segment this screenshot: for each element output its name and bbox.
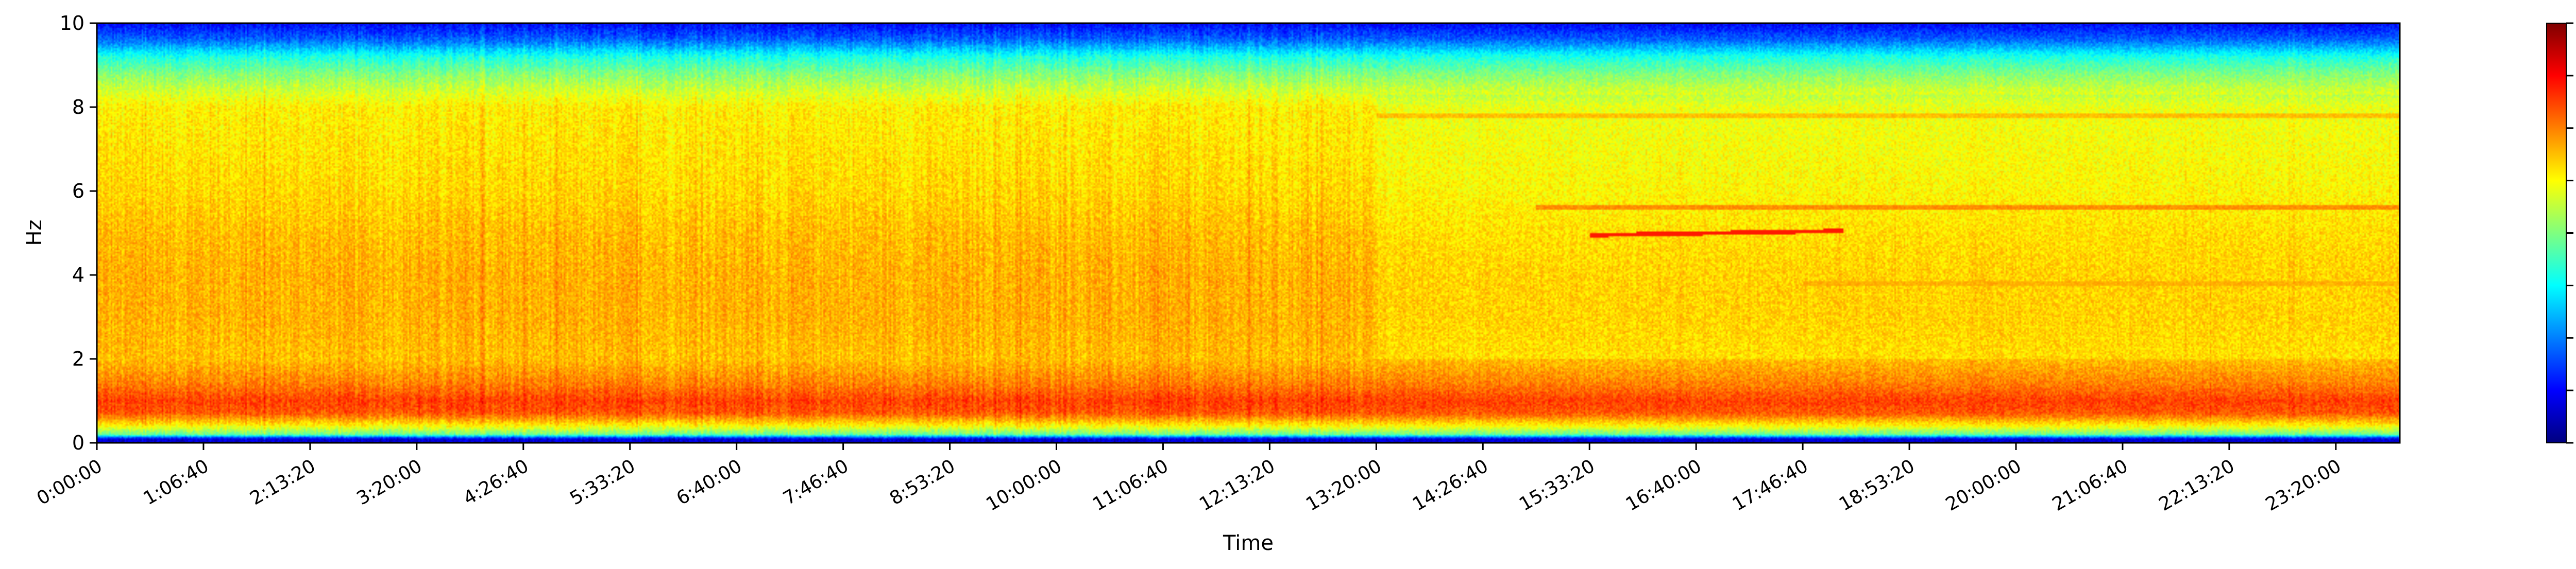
y-tick-label: 4 [72, 264, 84, 286]
x-axis-ticks: 0:00:00 1:06:40 2:13:20 3:20:00 4:26:40 5:33:… [33, 443, 2345, 515]
x-tick-label: 23:20:00 [2262, 455, 2345, 515]
x-tick-label: 5:33:20 [566, 455, 639, 509]
spectrogram-heatmap [97, 23, 2400, 443]
x-tick-label: 7:46:40 [779, 455, 852, 509]
x-tick-label: 8:53:20 [886, 455, 959, 509]
colorbar [2546, 23, 2567, 443]
y-axis-label: Hz [23, 219, 46, 246]
y-tick-label: 8 [72, 96, 84, 118]
x-tick-label: 14:26:40 [1409, 455, 1492, 515]
x-tick-label: 2:13:20 [246, 455, 319, 509]
y-tick-label: 0 [72, 432, 84, 454]
x-tick-label: 18:53:20 [1836, 455, 1919, 515]
x-tick-label: 4:26:40 [460, 455, 532, 509]
x-tick-label: 3:20:00 [353, 455, 426, 509]
x-tick-label: 15:33:20 [1516, 455, 1599, 515]
x-tick-label: 11:06:40 [1089, 455, 1172, 515]
x-tick-label: 20:00:00 [1942, 455, 2025, 515]
x-tick-label: 16:40:00 [1622, 455, 1705, 515]
x-tick-label: 17:46:40 [1729, 455, 1812, 515]
x-tick-label: 0:00:00 [33, 455, 106, 509]
y-tick-label: 10 [60, 12, 84, 35]
colorbar-ticks: +0 dB-10 dB-20 dB-30 dB-40 dB-50 dB-60 d… [2566, 22, 2573, 444]
y-tick-label: 2 [72, 348, 84, 370]
x-tick-label: 1:06:40 [140, 455, 213, 509]
x-tick-label: 13:20:00 [1302, 455, 1385, 515]
x-tick-label: 12:13:20 [1196, 455, 1279, 515]
x-tick-label: 6:40:00 [673, 455, 745, 509]
x-tick-label: 22:13:20 [2156, 455, 2239, 515]
y-tick-label: 6 [72, 180, 84, 202]
x-axis-label: Time [1223, 531, 1274, 555]
plot-area-frame [96, 22, 2401, 444]
x-tick-label: 10:00:00 [982, 455, 1065, 515]
x-tick-label: 21:06:40 [2049, 455, 2132, 515]
y-axis-ticks: 0 2 4 6 8 10 [60, 12, 97, 454]
spectrogram-image [97, 23, 2400, 443]
